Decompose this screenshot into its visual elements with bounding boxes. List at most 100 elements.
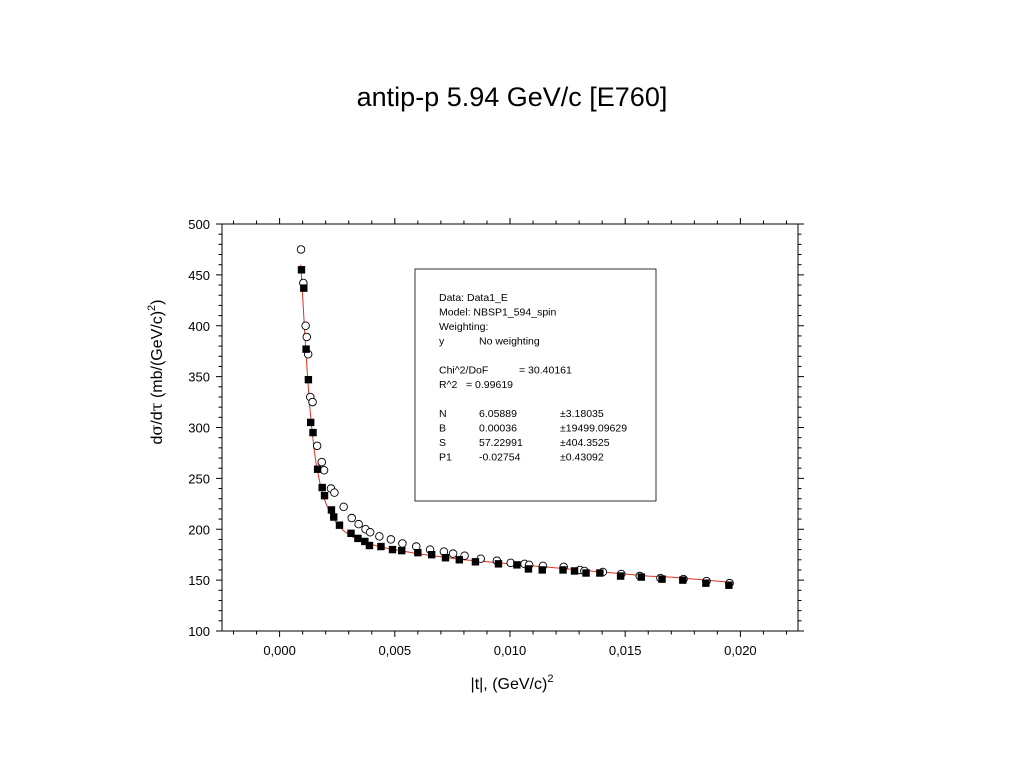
svg-text:dσ/dτ (mb/(GeV/c)2): dσ/dτ (mb/(GeV/c)2) [146,299,166,444]
data-points-layer [296,245,734,589]
data-point-filled [302,345,310,353]
data-point-filled [361,537,369,546]
x-tick-label: 0,000 [263,643,296,658]
data-point-filled [725,581,733,589]
data-point-filled [513,561,521,569]
data-point-filled [318,483,326,492]
data-point-open [302,332,312,342]
data-point-filled [441,554,450,562]
data-point-filled [427,550,436,559]
svg-text:|t|, (GeV/c)2: |t|, (GeV/c)2 [471,673,554,693]
data-point-filled [596,569,604,577]
data-point-open [317,457,327,467]
data-point-filled [330,513,338,521]
data-point-open [308,397,317,407]
data-point-filled [559,566,567,574]
data-point-filled [524,565,533,573]
fit-info-text: Data: Data1_E [439,292,508,304]
fit-info-text: 57.22991 [479,437,523,449]
data-point-filled [471,558,480,566]
data-point-filled [637,573,646,581]
fit-info-text: ±0.43092 [560,452,604,464]
data-point-filled [377,542,385,551]
data-point-filled [702,579,710,587]
fit-info-text: No weighting [479,336,540,348]
data-point-filled [313,465,322,473]
data-point-filled [494,560,503,568]
data-point-open [330,488,339,497]
y-axis-label-part: σ [147,425,166,436]
y-axis-label-part: /d [149,411,166,424]
data-point-open [347,513,356,523]
fit-info-text: 6.05889 [479,408,517,420]
data-point-filled [309,428,317,437]
data-point-filled [658,575,666,583]
y-tick-label: 450 [188,268,210,283]
y-tick-label: 100 [188,624,210,639]
data-point-filled [388,545,397,554]
data-point-filled [570,567,579,575]
data-point-filled [307,418,315,427]
y-tick-label: 250 [188,471,210,486]
data-point-filled [327,506,336,514]
data-point-open [312,441,322,451]
y-axis-label-part: τ [147,402,166,411]
axis-ticks [216,218,804,637]
data-point-filled [347,529,355,538]
fit-info-text: Weighting: [439,321,488,333]
fit-info-text: y [439,336,445,348]
fit-info-text: 0.00036 [479,423,517,435]
fit-info-text: ±19499.09629 [560,423,627,435]
y-tick-label: 150 [188,573,210,588]
x-tick-label: 0,010 [494,643,527,658]
data-point-filled [320,491,329,500]
y-tick-label: 500 [188,217,210,232]
fit-info-text: S [439,437,446,449]
fit-info-text: = 30.40161 [519,365,572,377]
data-point-filled [398,546,406,555]
fit-info-text: -0.02754 [479,452,521,464]
y-axis-label-part: d [149,436,166,445]
data-point-open [319,465,329,475]
data-point-open [375,532,384,541]
tick-labels: 0,000 0,005 0,010 0,015 0,020 100 150 200 250 300… [188,217,756,658]
data-point-filled [365,541,374,550]
data-point-filled [455,556,464,564]
fit-info-text: ±404.3525 [560,437,610,449]
x-tick-label: 0,005 [379,643,412,658]
x-axis-label: |t|, (GeV/c)2 [471,673,554,693]
fit-info-frame [414,268,657,502]
y-tick-label: 200 [188,522,210,537]
fit-info-text: B [439,423,446,435]
x-tick-label: 0,020 [724,643,757,658]
data-point-filled [304,375,313,384]
data-point-filled [582,569,590,577]
y-axis-label: dσ/dτ (mb/(GeV/c)2) [146,299,166,444]
data-point-filled [538,566,546,574]
data-point-filled [335,521,344,529]
fit-info-text: P1 [439,452,452,464]
chart-title: antip-p 5.94 GeV/c [E760] [357,82,668,112]
fit-info-text: = 0.99619 [466,379,513,391]
data-point-open [448,549,458,558]
x-tick-label: 0,015 [609,643,642,658]
data-point-open [354,519,363,529]
data-point-filled [354,534,362,543]
y-axis-label-sup: 2 [146,305,158,311]
data-point-open [339,502,348,512]
fit-info-text: Model: NBSP1_594_spin [439,307,556,319]
data-point-filled [679,576,687,584]
fit-info-text: N [439,408,447,420]
data-point-filled [616,572,625,580]
x-axis-label-sup: 2 [547,673,553,685]
y-axis-label-part: (mb/(GeV/c) [149,311,166,403]
x-axis-label-text: |t|, (GeV/c) [471,676,548,693]
data-point-filled [300,284,308,292]
fit-info-text: Chi^2/DoF [439,365,488,377]
data-point-open [296,245,306,254]
data-point-open [301,321,310,331]
data-point-open [386,535,396,544]
y-tick-label: 400 [188,319,210,334]
y-tick-label: 300 [188,421,210,436]
